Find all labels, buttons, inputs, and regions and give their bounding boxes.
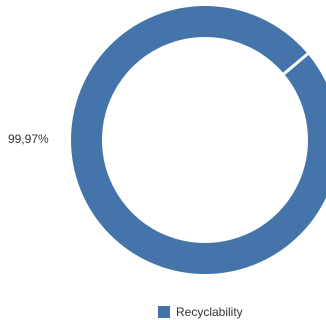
legend-label-recyclability: Recyclability	[176, 305, 243, 319]
data-label-recyclability: 99,97%	[8, 132, 49, 146]
slice-recyclability[interactable]	[71, 6, 326, 274]
chart-legend[interactable]: Recyclability	[158, 305, 243, 319]
legend-swatch-recyclability	[158, 306, 170, 318]
donut-slices	[71, 6, 326, 274]
slice-separator	[282, 52, 309, 75]
donut-chart	[71, 6, 326, 274]
